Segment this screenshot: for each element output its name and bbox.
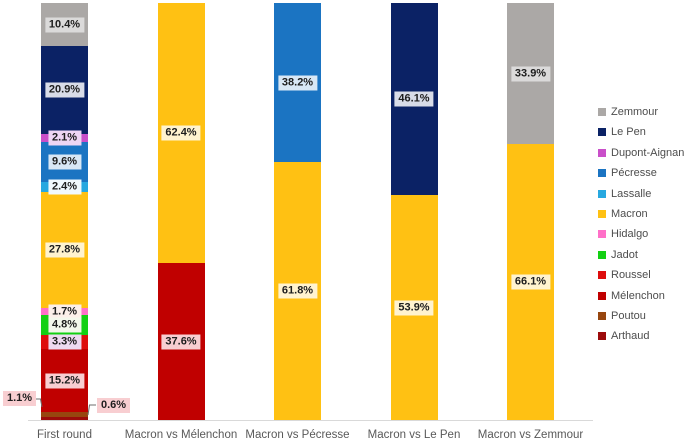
- segment-macron: 62.4%: [157, 3, 205, 264]
- legend-label: Macron: [611, 208, 648, 220]
- callout-label-arthaud: 0.6%: [97, 398, 131, 413]
- data-label: 15.2%: [44, 373, 85, 389]
- data-label: 66.1%: [510, 274, 551, 290]
- bar-1: 10.4% 20.9% 2.1% 9.6% 2.4% 27.8% 1.7% 4.8% 3.3% 1…: [41, 3, 88, 420]
- legend-item-p-cresse: Pécresse: [598, 165, 657, 181]
- legend-item-arthaud: Arthaud: [598, 328, 650, 344]
- data-label: 2.1%: [47, 130, 82, 146]
- bar-4: 46.1% 53.9%: [390, 3, 438, 420]
- segment-macron: 61.8%: [274, 162, 321, 420]
- segment-poutou: [41, 412, 88, 417]
- legend-label: Lassalle: [611, 187, 652, 200]
- data-label: 33.9%: [510, 66, 551, 82]
- data-label: 37.6%: [161, 334, 201, 350]
- legend-swatch-icon: [598, 271, 606, 280]
- legend-label: Roussel: [611, 269, 651, 282]
- legend-label: Pécresse: [611, 167, 657, 180]
- segment-macron: 53.9%: [390, 195, 438, 420]
- legend-label: Arthaud: [611, 330, 650, 343]
- segment-hidalgo: 1.7%: [41, 304, 88, 320]
- data-label: 10.4%: [44, 17, 85, 33]
- legend-swatch-icon: [598, 230, 606, 239]
- legend-item-zemmour: Zemmour: [598, 104, 658, 120]
- category-label: Macron vs Mélenchon: [124, 429, 238, 441]
- legend-item-roussel: Roussel: [598, 267, 651, 283]
- segment-p-cresse: 38.2%: [274, 3, 321, 163]
- segment-m-lenchon: 15.2%: [41, 349, 88, 413]
- category-label: First round: [37, 429, 92, 441]
- segment-arthaud: [41, 417, 88, 420]
- legend-swatch-icon: [598, 148, 606, 157]
- legend-item-m-lenchon: Mélenchon: [598, 288, 665, 304]
- segment-roussel: 3.3%: [41, 334, 88, 350]
- data-label: 1.7%: [47, 304, 82, 320]
- leader-line-arthaud: [87, 404, 96, 416]
- legend-label: Zemmour: [611, 106, 659, 118]
- segment-macron: 27.8%: [41, 192, 88, 309]
- data-label: 38.2%: [277, 75, 318, 91]
- category-label: Macron vs Pécresse: [245, 429, 350, 441]
- data-label: 61.8%: [277, 283, 318, 299]
- data-label: 4.8%: [47, 317, 82, 333]
- data-label: 3.3%: [47, 334, 82, 350]
- segment-zemmour: 33.9%: [507, 3, 554, 145]
- legend-label: Le Pen: [611, 126, 646, 139]
- legend-swatch-icon: [598, 210, 606, 218]
- segment-m-lenchon: 37.6%: [157, 263, 205, 420]
- legend-label: Mélenchon: [611, 289, 665, 302]
- legend-item-lassalle: Lassalle: [598, 186, 651, 202]
- legend-swatch-icon: [598, 108, 606, 116]
- legend-label: Poutou: [611, 310, 646, 322]
- legend-swatch-icon: [598, 291, 606, 300]
- legend-swatch-icon: [598, 250, 606, 259]
- segment-zemmour: 10.4%: [41, 3, 88, 47]
- legend-swatch-icon: [598, 189, 606, 198]
- legend-item-dupont-aignan: Dupont-Aignan: [598, 145, 684, 161]
- bar-5: 33.9% 66.1%: [507, 3, 554, 420]
- data-label: 62.4%: [161, 125, 201, 141]
- segment-jadot: 4.8%: [41, 315, 88, 336]
- legend-item-jadot: Jadot: [598, 247, 638, 263]
- legend-label: Jadot: [611, 248, 638, 261]
- data-label: 27.8%: [44, 242, 85, 258]
- segment-lassalle: 2.4%: [41, 179, 88, 195]
- data-label: 20.9%: [44, 82, 85, 98]
- segment-macron: 66.1%: [507, 144, 554, 420]
- legend-label: Dupont-Aignan: [611, 146, 685, 159]
- legend-item-le-pen: Le Pen: [598, 124, 646, 140]
- legend-label: Hidalgo: [611, 228, 649, 241]
- legend-swatch-icon: [598, 169, 606, 178]
- legend-item-macron: Macron: [598, 206, 648, 222]
- category-label: Macron vs Le Pen: [367, 429, 461, 441]
- legend-item-hidalgo: Hidalgo: [598, 226, 648, 242]
- data-label: 2.4%: [47, 179, 82, 195]
- segment-p-cresse: 9.6%: [41, 142, 88, 183]
- segment-le-pen: 46.1%: [390, 3, 438, 196]
- legend-item-poutou: Poutou: [598, 308, 646, 324]
- callout-label-poutou: 1.1%: [3, 391, 37, 406]
- data-label: 46.1%: [394, 91, 434, 107]
- x-axis-line: [28, 420, 593, 421]
- bar-2: 62.4% 37.6%: [157, 3, 205, 420]
- bar-3: 38.2% 61.8%: [274, 3, 321, 420]
- legend-swatch-icon: [598, 128, 606, 137]
- segment-dupont-aignan: 2.1%: [41, 130, 88, 146]
- category-label: Macron vs Zemmour: [477, 429, 584, 441]
- legend-swatch-icon: [598, 332, 606, 341]
- data-label: 53.9%: [394, 300, 434, 316]
- data-label: 9.6%: [47, 154, 82, 170]
- segment-le-pen: 20.9%: [41, 46, 88, 134]
- legend-swatch-icon: [598, 312, 606, 320]
